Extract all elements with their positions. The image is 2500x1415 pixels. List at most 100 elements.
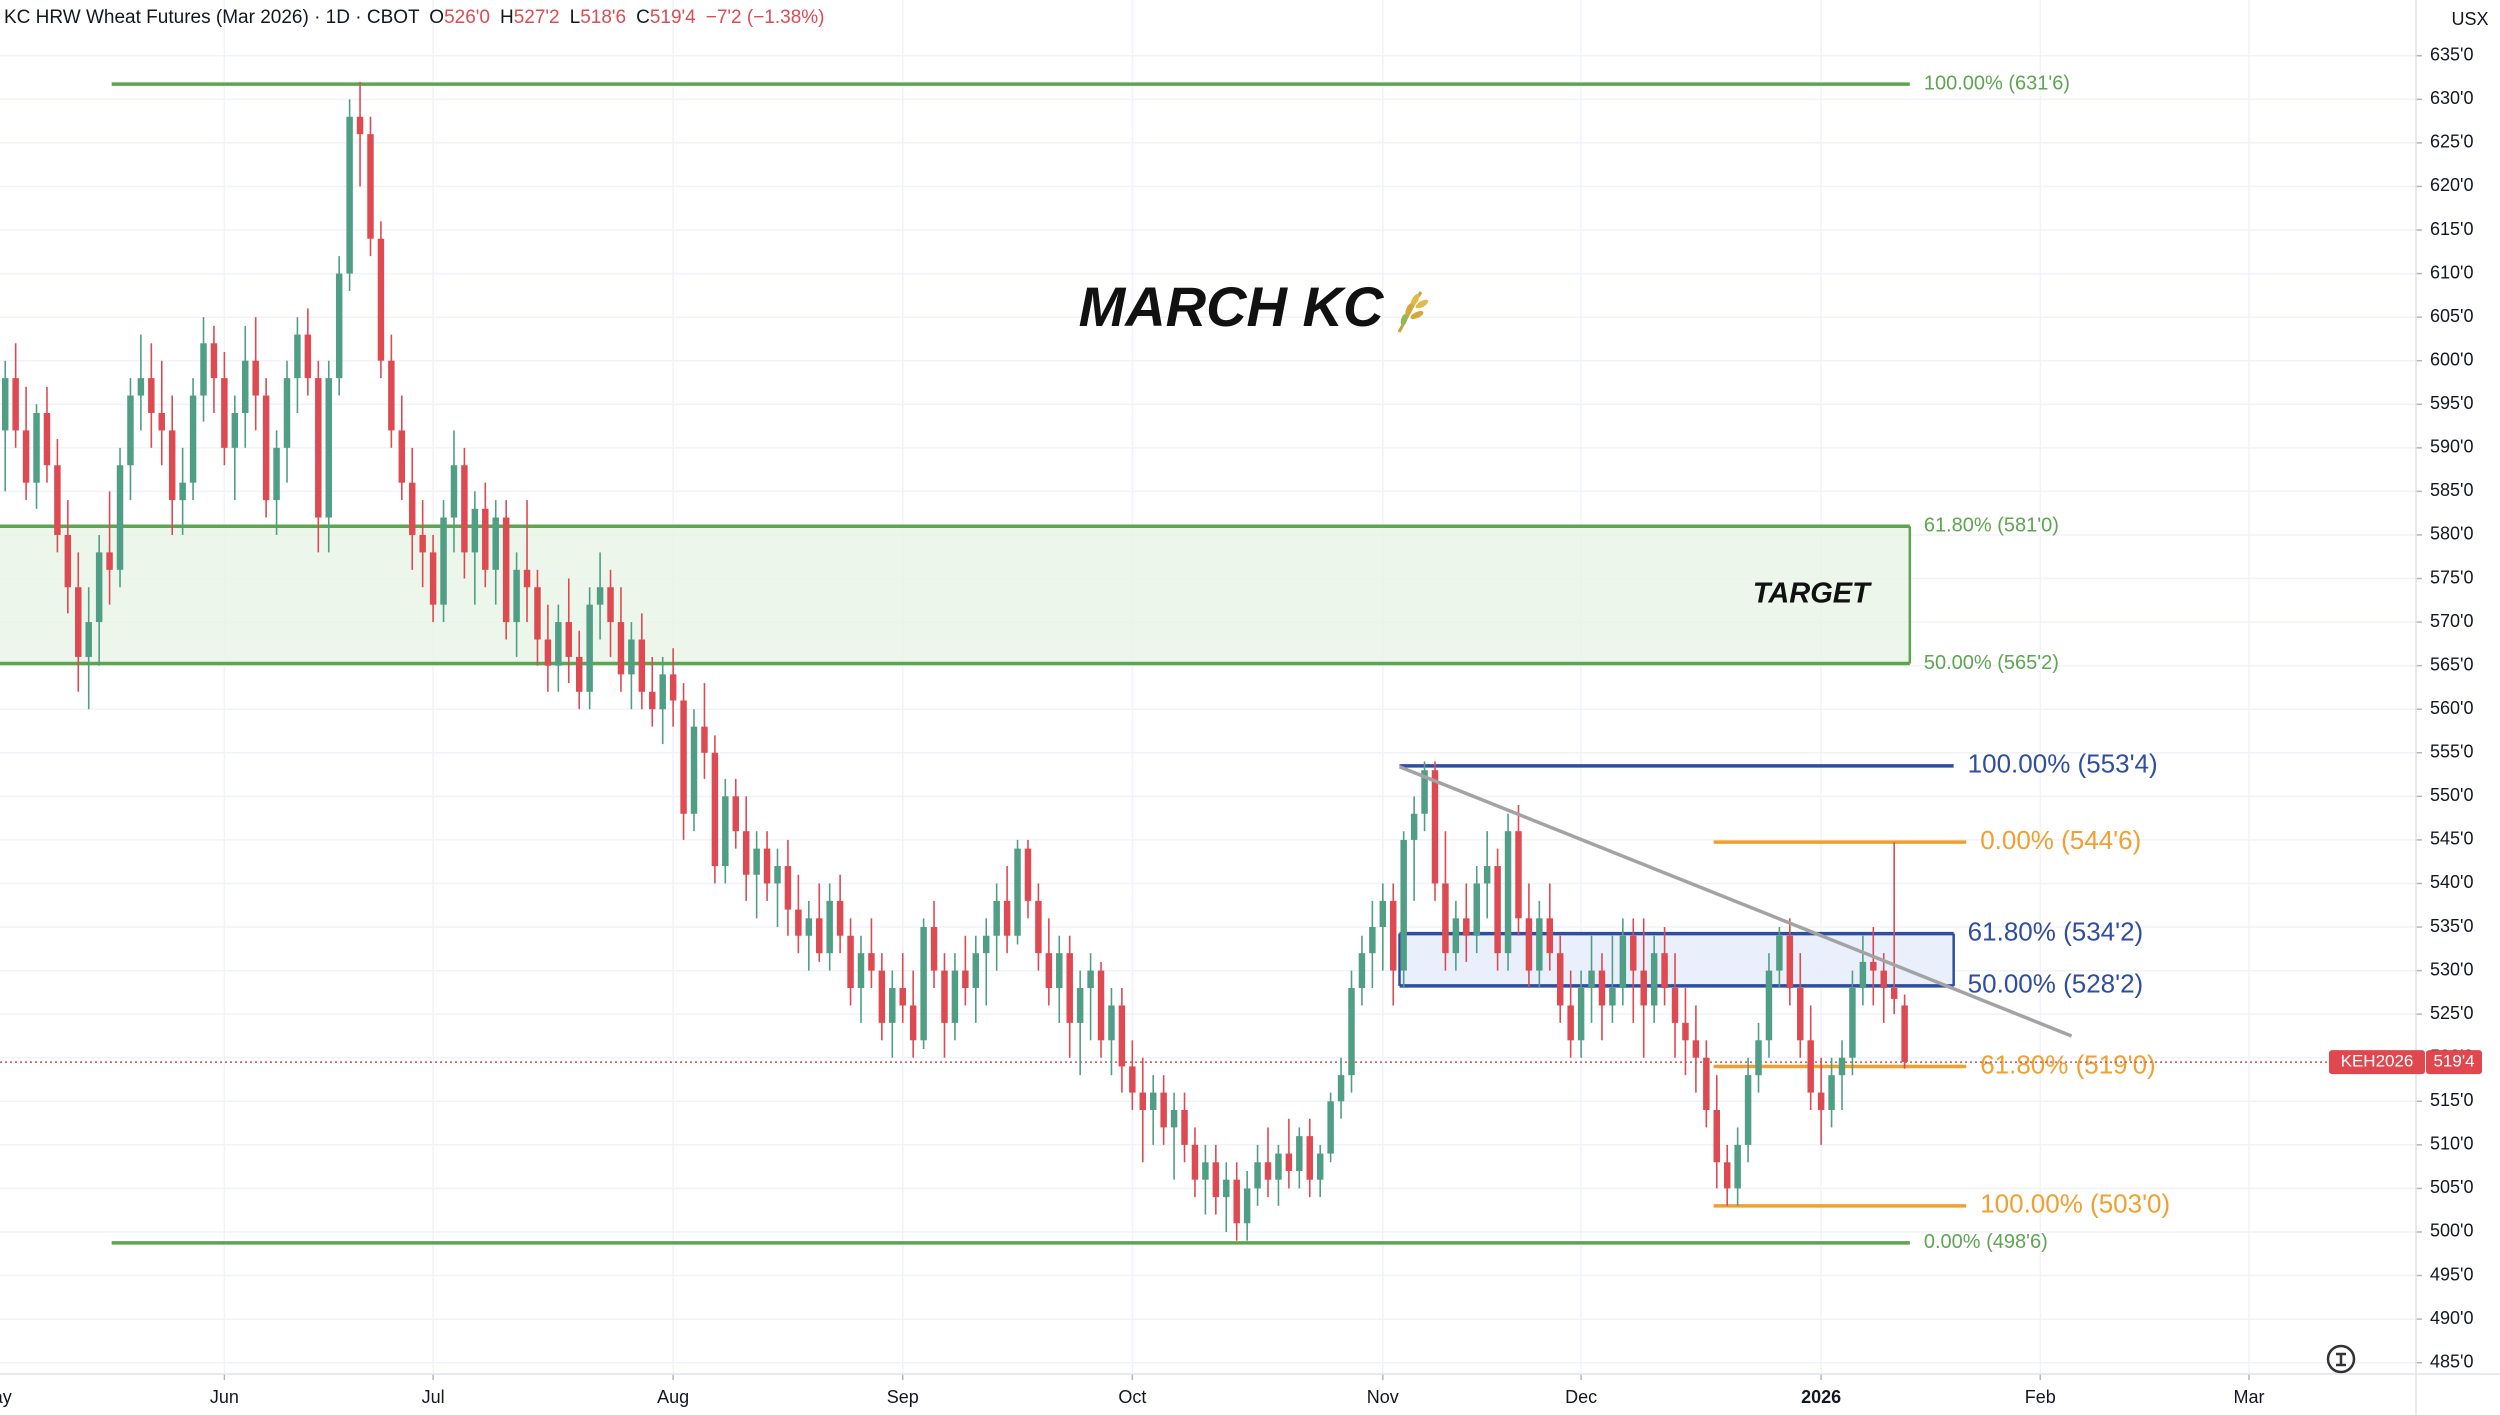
candle-body (795, 909, 802, 936)
candle-body (575, 656, 583, 692)
candle-body (54, 465, 61, 535)
candle-body (33, 412, 40, 483)
candle-body (993, 900, 1000, 936)
candle-body (1285, 1153, 1293, 1171)
candle-body (1202, 1162, 1209, 1180)
level-label: 61.80% (534'2) (1968, 916, 2144, 946)
candle-body (492, 517, 499, 570)
candle-body (1421, 770, 1428, 814)
zone (1399, 933, 1954, 986)
candle-body (784, 866, 792, 910)
y-tick-label: 580'0 (2430, 524, 2473, 544)
candle-body (1254, 1162, 1261, 1189)
header-change: −7'2 (−1.38%) (706, 7, 825, 28)
logo-icon (2326, 1344, 2356, 1374)
candle-body (346, 116, 353, 274)
candle-body (398, 430, 406, 483)
candle-body (1452, 918, 1460, 954)
candle-body (482, 508, 489, 570)
candle-body (242, 360, 249, 413)
trendline (1398, 765, 2073, 1038)
level-label: 100.00% (553'4) (1968, 749, 2158, 779)
y-tick-label: 500'0 (2430, 1221, 2473, 1241)
candle-body (1577, 988, 1585, 1041)
candle-body (1035, 900, 1042, 954)
candle-body (1463, 918, 1470, 936)
candle-body (1671, 988, 1679, 1023)
candle-body (659, 674, 666, 710)
candle-body (179, 482, 186, 501)
candle-body (158, 412, 165, 431)
candle-body (909, 1005, 917, 1041)
x-tick-label: 2026 (1801, 1387, 1841, 1407)
header-value: 526'0 (444, 7, 490, 28)
y-tick-label: 505'0 (2430, 1177, 2473, 1197)
candle-body (534, 587, 541, 640)
candle-body (1212, 1162, 1220, 1198)
y-tick-label: 575'0 (2430, 567, 2473, 587)
symbol-tag (2329, 1050, 2425, 1075)
candle-body (1191, 1144, 1199, 1180)
candle-body (1076, 988, 1084, 1023)
candle-body (628, 639, 635, 675)
candle-body (1243, 1188, 1251, 1224)
candle-body (502, 517, 510, 623)
candle-body (920, 927, 927, 1041)
candle-body (1118, 1005, 1126, 1067)
candle-body (1379, 900, 1387, 928)
y-tick-label: 490'0 (2430, 1308, 2473, 1328)
candle-body (1807, 1040, 1814, 1093)
candle-body (1410, 813, 1418, 840)
candle-body (1703, 1057, 1710, 1111)
candle-body (1890, 988, 1898, 999)
candle-body (1619, 935, 1627, 989)
candle-body (690, 726, 698, 814)
candle-body (1056, 953, 1063, 989)
candle-body (85, 622, 92, 657)
y-tick-label: 545'0 (2430, 829, 2473, 849)
candle-body (231, 412, 239, 448)
candle-body (868, 953, 875, 971)
candle-body (137, 378, 145, 396)
candle-body (419, 534, 426, 553)
level-label: 100.00% (631'6) (1924, 72, 2070, 94)
candle-body (106, 552, 113, 570)
candle-body (1744, 1075, 1752, 1145)
candle-body (826, 900, 833, 954)
zone (0, 526, 1910, 664)
header-key: O (429, 7, 444, 28)
level-label: 0.00% (498'6) (1924, 1231, 2048, 1253)
y-tick-label: 570'0 (2430, 611, 2473, 631)
y-tick-label: 605'0 (2430, 306, 2473, 326)
candle-body (617, 622, 625, 675)
candle-body (148, 378, 155, 413)
candle-body (972, 953, 980, 989)
x-tick-label: Mar (2234, 1387, 2265, 1407)
candle-body (1723, 1162, 1731, 1189)
candle-body (221, 378, 228, 448)
candle-body (1473, 883, 1480, 936)
candle-body (1483, 866, 1491, 884)
wheat-icon (1397, 291, 1429, 333)
candle-body (857, 953, 865, 989)
candle-body (805, 918, 813, 936)
header-value: 527'2 (514, 7, 560, 28)
candle-body (429, 552, 437, 605)
candle-body (1765, 970, 1773, 1041)
candle-body (189, 395, 197, 483)
candle-body (471, 508, 479, 553)
x-tick-label: Sep (887, 1387, 919, 1407)
candle-body (1181, 1110, 1188, 1145)
candle-body (1755, 1040, 1762, 1076)
candle-body (75, 587, 82, 657)
candle-body (1066, 953, 1073, 1023)
candle-body (1442, 883, 1449, 954)
candle-body (774, 866, 781, 884)
candle-body (1160, 1092, 1167, 1128)
candle-body (982, 935, 990, 954)
candle-body (262, 395, 270, 501)
candle-body (1713, 1110, 1721, 1163)
header-title: KC HRW Wheat Futures (Mar 2026) · 1D · C… (4, 7, 420, 28)
candle-body (763, 848, 771, 884)
candle-body (1003, 900, 1011, 936)
